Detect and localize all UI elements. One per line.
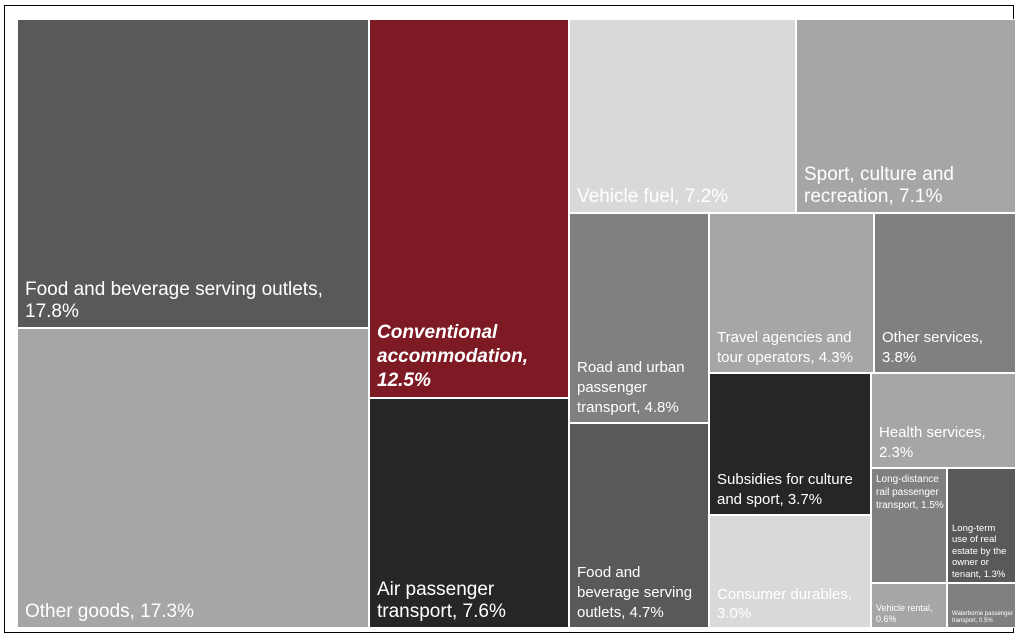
treemap-tile-label: Food and beverage serving outlets, 17.8% [25,279,323,322]
treemap-tile: Long-term use of real estate by the owne… [947,468,1016,583]
treemap-tile: Conventional accommodation, 12.5% [369,19,569,398]
treemap-tile: Other services, 3.8% [874,213,1016,373]
treemap-tile-label: Consumer durables, 3.0% [717,586,853,622]
treemap-tile: Road and urban passenger transport, 4.8% [569,213,709,423]
treemap-tile: Food and beverage serving outlets, 4.7% [569,423,709,628]
treemap-tile-label: Food and beverage serving outlets, 4.7% [577,564,693,621]
treemap-tile: Vehicle fuel, 7.2% [569,19,796,213]
treemap-tile-label: Vehicle rental, 0.6% [876,603,933,624]
treemap-tile: Vehicle rental, 0.6% [871,583,947,628]
treemap-tile: Other goods, 17.3% [17,328,369,628]
treemap-tile: Long-distance rail passenger transport, … [871,468,947,583]
treemap-tile: Food and beverage serving outlets, 17.8% [17,19,369,328]
treemap-tile-label: Health services, 2.3% [879,424,986,461]
treemap-tile: Waterborne passenger transport, 0.5% [947,583,1016,628]
treemap-tile-label: Waterborne passenger transport, 0.5% [952,611,1013,624]
treemap-tile-label: Air passenger transport, 7.6% [377,579,506,622]
treemap-tile-label: Other goods, 17.3% [25,601,194,622]
treemap-tile-label: Vehicle fuel, 7.2% [577,186,729,207]
treemap-tile-label: Other services, 3.8% [882,329,983,366]
treemap-tile-label: Long-term use of real estate by the owne… [952,522,1007,580]
treemap-tile: Health services, 2.3% [871,373,1016,468]
treemap-tile-label: Subsidies for culture and sport, 3.7% [717,471,853,508]
treemap-tile-label: Travel agencies and tour operators, 4.3% [717,329,853,366]
treemap-tile-label: Long-distance rail passenger transport, … [876,474,944,511]
treemap-tile-label: Road and urban passenger transport, 4.8% [577,359,685,416]
treemap-tile-label: Conventional accommodation, 12.5% [377,322,528,391]
treemap-tile: Consumer durables, 3.0% [709,515,871,628]
treemap-tile-label: Sport, culture and recreation, 7.1% [804,164,954,207]
treemap-tile: Subsidies for culture and sport, 3.7% [709,373,871,515]
treemap-tile: Travel agencies and tour operators, 4.3% [709,213,874,373]
treemap-tile: Air passenger transport, 7.6% [369,398,569,628]
treemap-tile: Sport, culture and recreation, 7.1% [796,19,1016,213]
